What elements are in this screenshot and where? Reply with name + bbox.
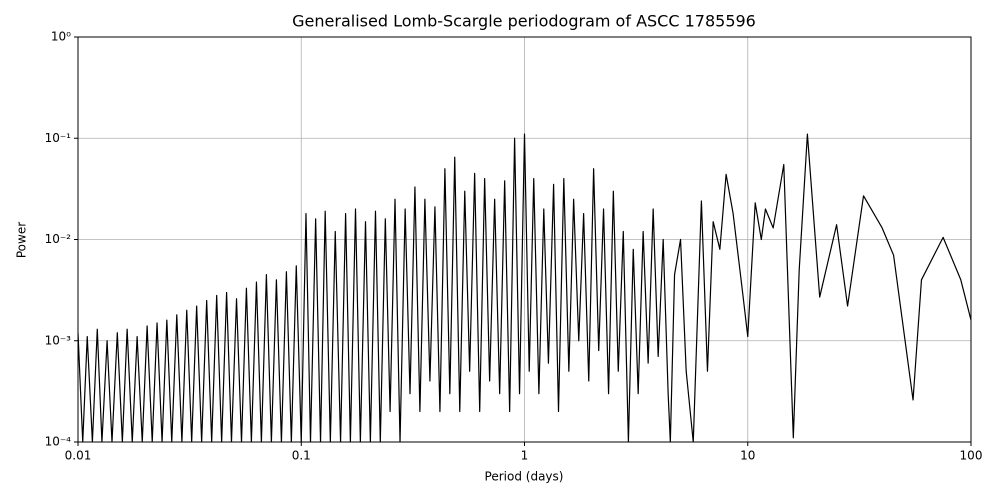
x-tick-label: 10 — [740, 449, 755, 463]
y-tick-label: 10⁻¹ — [45, 131, 72, 145]
x-tick-label: 0.01 — [65, 449, 92, 463]
plot-frame — [77, 36, 972, 443]
x-tick-label: 0.1 — [292, 449, 311, 463]
y-tick-label: 10⁰ — [51, 30, 71, 44]
y-tick-label: 10⁻³ — [45, 333, 72, 347]
y-tick-label: 10⁻⁴ — [45, 435, 72, 449]
periodogram-line — [78, 133, 971, 442]
y-tick-label: 10⁻² — [45, 232, 72, 246]
y-axis-label: Power — [15, 222, 29, 258]
x-tick-label: 1 — [521, 449, 529, 463]
x-tick-label: 100 — [960, 449, 983, 463]
x-axis-label: Period (days) — [485, 470, 564, 484]
chart-title: Generalised Lomb-Scargle periodogram of … — [292, 12, 756, 31]
